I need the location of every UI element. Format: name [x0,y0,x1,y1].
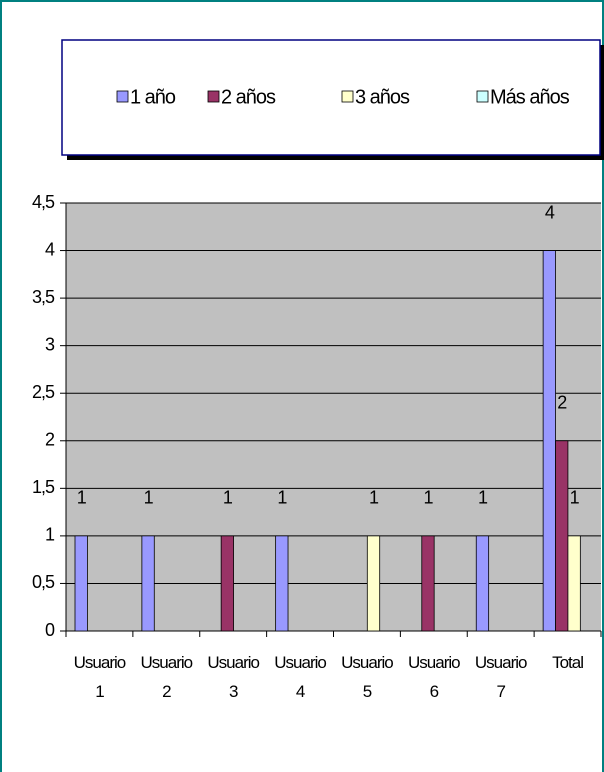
x-tick-label: Total [552,653,584,672]
x-tick-label: Usuario 4 [274,653,327,701]
bar [275,535,289,632]
x-tick-label: Usuario 3 [207,653,260,701]
y-tick-label: 1,5 [32,477,55,497]
y-tick-label: 3 [45,334,55,354]
bar [475,535,490,632]
bar [567,535,581,632]
data-label: 4 [545,202,555,222]
data-label: 2 [557,393,567,413]
x-tick-label: Usuario 2 [140,653,194,701]
y-tick-label: 0 [45,620,55,640]
data-label: 1 [369,488,379,508]
x-tick-label: Usuario 7 [474,653,528,701]
bar [74,535,88,632]
data-label: 1 [277,488,287,508]
data-label: 1 [223,488,233,508]
bar [421,535,435,632]
legend-swatch [476,90,489,103]
legend-swatch [207,90,220,103]
bar [220,535,234,632]
data-label: 1 [144,488,154,508]
legend-label: Más años [490,86,570,108]
legend-label: 3 años [355,86,410,108]
data-label: 1 [423,488,433,508]
legend-box [61,39,601,156]
bar [542,250,556,632]
bar [555,440,569,632]
x-tick-label: Usuario 1 [73,653,127,701]
y-tick-label: 4,5 [32,192,55,212]
y-tick-label: 0,5 [32,572,55,592]
bar [141,535,155,632]
bar [366,535,381,632]
data-label: 1 [478,488,488,508]
plot-area [66,203,601,631]
data-label: 1 [570,488,580,508]
y-tick-label: 2 [45,430,55,450]
y-tick-label: 2,5 [32,382,55,402]
x-tick-label: Usuario 5 [341,653,394,701]
y-tick-label: 4 [45,239,55,259]
data-label: 1 [77,488,87,508]
y-tick-label: 3,5 [32,287,55,307]
legend-swatch [116,90,129,103]
legend-label: 1 año [130,86,176,108]
legend-label: 2 años [221,86,276,108]
y-tick-label: 1 [45,525,55,545]
x-tick-label: Usuario 6 [408,653,461,701]
legend-swatch [341,90,354,103]
